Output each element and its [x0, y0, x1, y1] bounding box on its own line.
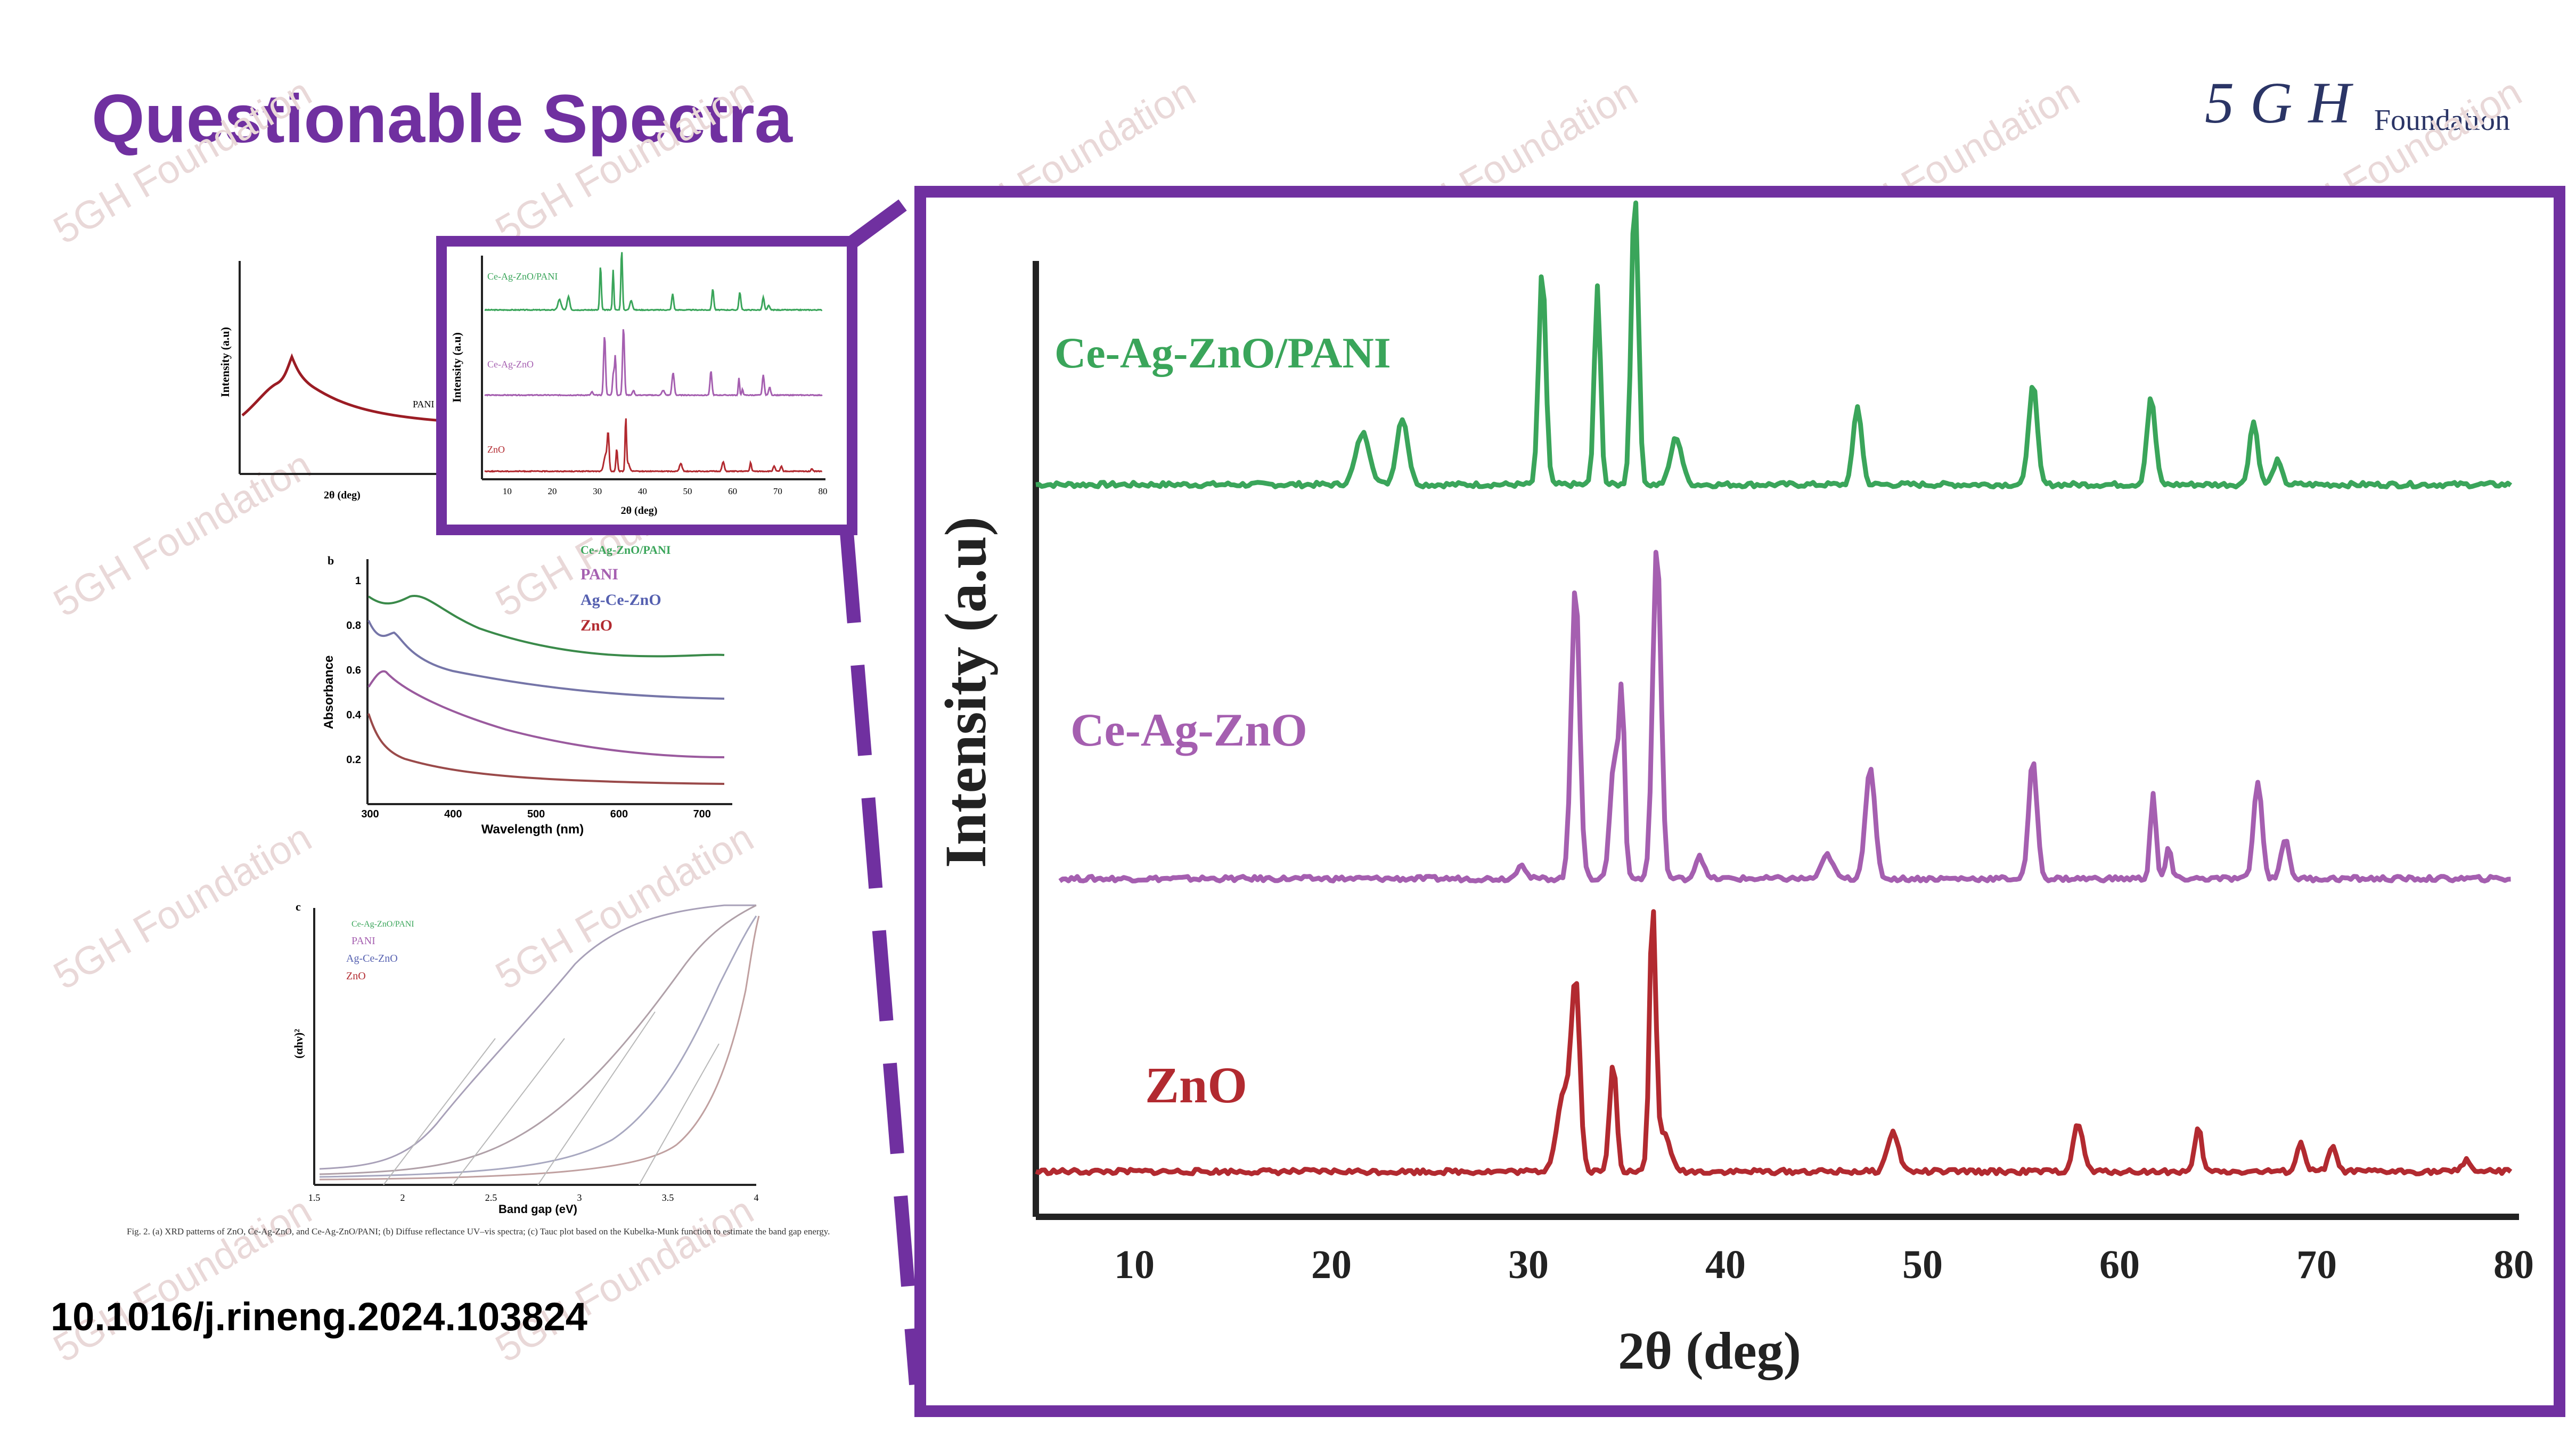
panel-b-ylabel: Absorbance — [322, 656, 336, 730]
logo-text: Foundation — [2374, 104, 2510, 137]
panel-b-x-tick-label: 600 — [610, 808, 628, 820]
inset-trace-zno — [484, 418, 823, 473]
panel-c-letter: c — [296, 900, 301, 913]
zoom-trace-zno — [1035, 909, 2513, 1176]
panel-b-letter: b — [328, 554, 334, 567]
watermark-text: 5GH Foundation — [488, 69, 761, 252]
figure-caption: Fig. 2. (a) XRD patterns of ZnO, Ce-Ag-Z… — [127, 1226, 830, 1237]
panel-b-x-tick-label: 300 — [361, 808, 379, 820]
watermark-text: 5GH Foundation — [46, 1188, 319, 1370]
panel-c-curve-2 — [319, 904, 757, 1175]
panel-b-y-tick-label: 0.8 — [346, 620, 361, 632]
panel-a-pani-label: PANI — [413, 399, 434, 410]
zoom-x-tick-label: 50 — [1902, 1242, 1943, 1287]
panel-b-legend-label: Ag-Ce-ZnO — [580, 591, 661, 609]
slide-title: Questionable Spectra — [92, 81, 792, 157]
inset-x-tick-label: 80 — [819, 486, 828, 496]
panel-c-x-tick-label: 3 — [577, 1192, 582, 1203]
panel-c-x-tick-label: 2.5 — [485, 1192, 497, 1203]
zoom-traces — [1035, 200, 2513, 1176]
panel-c-legend-label: PANI — [351, 935, 375, 947]
panel-b-y-tick-label: 0.2 — [346, 754, 361, 766]
zoom-ylabel: Intensity (a.u) — [933, 517, 998, 868]
zoom-xlabel: 2θ (deg) — [1618, 1321, 1801, 1380]
zoom-x-tick-label: 20 — [1311, 1242, 1352, 1287]
inset-x-tick-label: 60 — [728, 486, 737, 496]
zoom-x-tick-label: 60 — [2099, 1242, 2140, 1287]
zoom-series-label: ZnO — [1145, 1057, 1247, 1114]
inset-xlabel: 2θ (deg) — [621, 505, 658, 517]
inset-series-label: Ce-Ag-ZnO — [487, 359, 534, 370]
watermark-text: 5GH Foundation — [46, 69, 319, 252]
panel-b-legend-label: Ce-Ag-ZnO/PANI — [580, 543, 670, 556]
panel-b-y-tick-label: 0.6 — [346, 665, 361, 676]
zoom-x-tick-label: 10 — [1114, 1242, 1155, 1287]
panel-b-y-tick-label: 0.4 — [346, 709, 362, 721]
zoom-trace-ce-ag-zno — [1058, 550, 2511, 883]
inset-series-label: Ce-Ag-ZnO/PANI — [487, 271, 558, 282]
panel-c-curve-3 — [319, 915, 757, 1178]
panel-c-tauc-chart: c 1.5 2 2.5 3 3.5 4 (αhν)² Band gap (eV) Ce-A… — [292, 900, 760, 1216]
logo-mark: 5GH — [2205, 70, 2367, 135]
zoom-series-label: Ce-Ag-ZnO/PANI — [1054, 329, 1391, 377]
zoom-trace-ce-ag-zno-pani — [1035, 200, 2513, 489]
inset-highlight-box — [436, 236, 857, 535]
panel-b-x-tick-label: 400 — [444, 808, 462, 820]
inset-series-label: ZnO — [487, 444, 505, 455]
panel-b-xlabel: Wavelength (nm) — [481, 822, 584, 837]
connector-line-top — [848, 199, 907, 248]
foundation-logo: 5GH Foundation — [2205, 69, 2510, 137]
panel-b-curve-ag-ce-zno — [367, 620, 725, 700]
panel-c-curve-4 — [319, 915, 760, 1181]
panel-b-y-tick-label: 1 — [355, 575, 361, 587]
inset-x-tick-label: 40 — [638, 486, 647, 496]
panel-c-legend-label: ZnO — [346, 970, 366, 982]
inset-x-tick-label: 10 — [503, 486, 512, 496]
panel-b-x-tick-label: 500 — [527, 808, 545, 820]
panel-c-ylabel: (αhν)² — [292, 1029, 305, 1059]
zoom-x-tick-label: 40 — [1705, 1242, 1746, 1287]
panel-a-xlabel-left: 2θ (deg) — [324, 489, 361, 501]
panel-b-curve-zno — [367, 713, 725, 785]
zoom-series-label: Ce-Ag-ZnO — [1070, 705, 1307, 756]
panel-c-x-tick-label: 4 — [754, 1192, 759, 1203]
panel-a-xrd-chart: Intensity (a.u) PANI 2θ (deg) — [218, 261, 443, 501]
panel-a-inset-xrd: Ce-Ag-ZnO/PANI Ce-Ag-ZnO ZnO 10 20 30 40 50 60 7… — [436, 236, 857, 535]
panel-b-curve-pani — [367, 670, 725, 758]
watermark-text: 5GH Foundation — [46, 442, 319, 625]
panel-a-ylabel: Intensity (a.u) — [218, 327, 232, 397]
zoom-highlight-box — [914, 186, 2565, 1417]
panel-c-curve-1 — [319, 904, 756, 1170]
inset-x-tick-label: 50 — [683, 486, 692, 496]
panel-c-legend-label: Ce-Ag-ZnO/PANI — [351, 920, 414, 929]
panel-b-legend-label: PANI — [580, 566, 618, 583]
zoomed-xrd-chart: Ce-Ag-ZnO/PANI Ce-Ag-ZnO ZnO 10 20 30 40 50 60 7… — [914, 186, 2565, 1417]
panel-c-x-tick-label: 2 — [400, 1192, 405, 1203]
panel-c-x-tick-label: 1.5 — [308, 1192, 321, 1203]
inset-x-tick-label: 70 — [773, 486, 782, 496]
panel-c-legend-label: Ag-Ce-ZnO — [346, 953, 398, 964]
panel-c-xlabel: Band gap (eV) — [498, 1202, 577, 1216]
connector-dashed-line — [840, 531, 923, 1386]
zoom-x-tick-label: 80 — [2493, 1242, 2534, 1287]
panel-b-x-tick-label: 700 — [693, 808, 711, 820]
zoom-x-tick-label: 70 — [2296, 1242, 2337, 1287]
panel-c-x-tick-label: 3.5 — [662, 1192, 674, 1203]
inset-traces — [484, 252, 823, 473]
panel-b-curve-ce-ag-zno-pani — [367, 594, 725, 658]
inset-trace-ce-ag-zno — [484, 329, 823, 397]
panel-b-legend-label: ZnO — [580, 617, 612, 634]
panel-a-pani-curve — [241, 353, 443, 422]
zoom-x-tick-label: 30 — [1508, 1242, 1549, 1287]
inset-trace-ce-ag-zno-pani — [484, 252, 823, 312]
inset-ylabel: Intensity (a.u) — [450, 332, 463, 403]
panel-b-uvvis-chart: b 1 0.8 0.6 0.4 0.2 300 400 500 600 700 Absorban… — [322, 543, 732, 837]
watermark-text: 5GH Foundation — [46, 815, 319, 997]
inset-x-tick-label: 30 — [593, 486, 602, 496]
doi-reference: 10.1016/j.rineng.2024.103824 — [51, 1295, 587, 1339]
inset-x-tick-label: 20 — [548, 486, 557, 496]
